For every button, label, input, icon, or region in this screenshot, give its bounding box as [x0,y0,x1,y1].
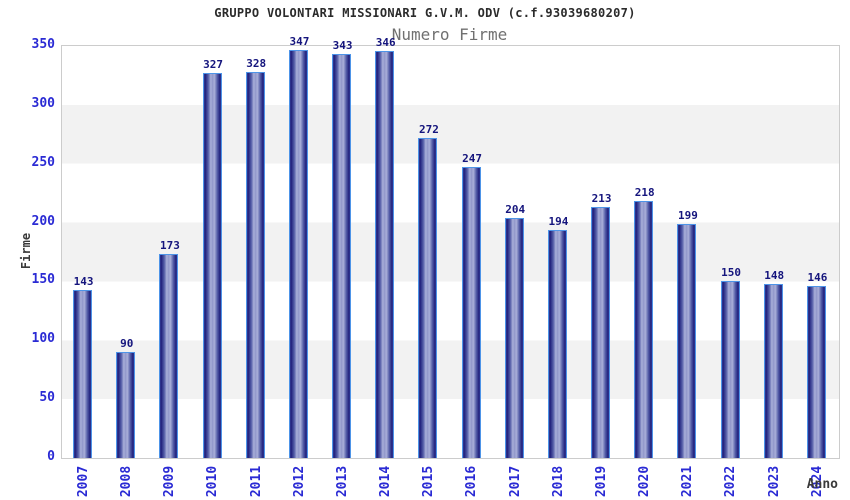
y-tick-label-50: 50 [39,390,55,406]
bar-2010 [202,73,222,458]
bar-value-label-2018: 194 [548,214,569,228]
x-tick-label-text: 2017 [507,465,523,497]
x-tick-label-2012: 2012 [278,463,321,499]
y-tick-label-100: 100 [31,331,55,347]
bar-2017 [504,217,524,458]
plot-area: 143 90 173 327 328 347 343 346 272 247 204 194 213 21… [61,35,840,459]
bar-2008 [116,352,136,458]
bar-2013 [332,54,352,458]
x-tick-label-text: 2012 [291,465,307,497]
x-tick-label-text: 2022 [723,465,739,497]
bar-value-label-2007: 143 [73,274,94,288]
y-tick-label-350: 350 [31,37,55,52]
x-tick-label-2017: 2017 [494,463,537,499]
chart-subtitle: Numero Firme [391,25,508,44]
x-tick-label-text: 2007 [76,465,92,497]
bar-value-label-2019: 213 [591,192,612,206]
x-axis-title: Anno [806,477,838,492]
x-tick-label-text: 2019 [594,465,610,497]
x-tick-label-text: 2011 [248,465,264,497]
x-tick-label-2018: 2018 [537,463,580,499]
x-tick-label-2023: 2023 [753,463,796,499]
x-tick-label-2021: 2021 [666,463,709,499]
bar-value-label-2022: 150 [721,266,742,280]
x-axis-tick-labels: 2007 2008 2009 2010 2011 2012 2013 2014 2015 2016… [62,463,839,499]
bar-value-label-2013: 343 [332,39,353,53]
bar-value-label-2016: 247 [462,152,483,166]
bar-2019 [591,207,611,458]
bar-value-label-2010: 327 [203,58,224,72]
bar-value-label-2009: 173 [159,239,180,253]
x-tick-label-text: 2016 [464,465,480,497]
y-axis-title-text: Firme [19,232,33,270]
bar-2018 [547,229,567,458]
bar-2015 [418,137,438,458]
bar-2023 [763,283,783,458]
x-tick-label-text: 2010 [205,465,221,497]
x-tick-label-2016: 2016 [451,463,494,499]
bar-value-label-2023: 148 [764,268,785,282]
x-tick-label-2014: 2014 [364,463,407,499]
y-tick-label-300: 300 [31,95,55,111]
x-tick-label-text: 2021 [680,465,696,497]
bar-2009 [159,254,179,458]
bar-2011 [245,71,265,458]
y-tick-label-150: 150 [31,272,55,288]
bar-2016 [461,167,481,458]
x-tick-label-2015: 2015 [407,463,450,499]
bar-value-label-2014: 346 [375,35,396,49]
y-tick-label-200: 200 [31,213,55,229]
bar-2012 [288,49,308,458]
x-tick-label-text: 2023 [766,465,782,497]
bar-2007 [73,289,93,458]
bar-value-label-2024: 146 [807,271,828,285]
x-tick-label-2020: 2020 [623,463,666,499]
x-tick-label-text: 2020 [637,465,653,497]
bar-2014 [375,50,395,458]
bar-value-label-2011: 328 [246,56,267,70]
x-tick-label-2010: 2010 [192,463,235,499]
y-axis-title: Firme [13,223,39,279]
y-tick-label-250: 250 [31,154,55,170]
bar-2024 [806,286,826,458]
bar-2022 [720,281,740,458]
x-tick-label-text: 2013 [335,465,351,497]
x-tick-label-2009: 2009 [148,463,191,499]
x-tick-label-text: 2015 [421,465,437,497]
bar-2020 [634,201,654,458]
bar-value-label-2017: 204 [505,202,526,216]
bar-value-label-2008: 90 [120,337,134,351]
x-tick-label-2022: 2022 [710,463,753,499]
x-tick-label-2007: 2007 [62,463,105,499]
bar-value-label-2021: 199 [677,208,698,222]
x-tick-label-2019: 2019 [580,463,623,499]
bar-value-label-2020: 218 [634,186,655,200]
x-tick-label-2008: 2008 [105,463,148,499]
bar-value-label-2015: 272 [418,122,439,136]
x-tick-label-text: 2009 [162,465,178,497]
x-tick-label-2013: 2013 [321,463,364,499]
x-tick-label-text: 2014 [378,465,394,497]
bar-2021 [677,223,697,458]
x-tick-label-text: 2018 [550,465,566,497]
chart-title: GRUPPO VOLONTARI MISSIONARI G.V.M. ODV (… [214,6,636,20]
x-tick-label-text: 2008 [119,465,135,497]
y-tick-label-0: 0 [47,449,55,464]
x-tick-label-2011: 2011 [235,463,278,499]
bar-value-label-2012: 347 [289,34,310,48]
